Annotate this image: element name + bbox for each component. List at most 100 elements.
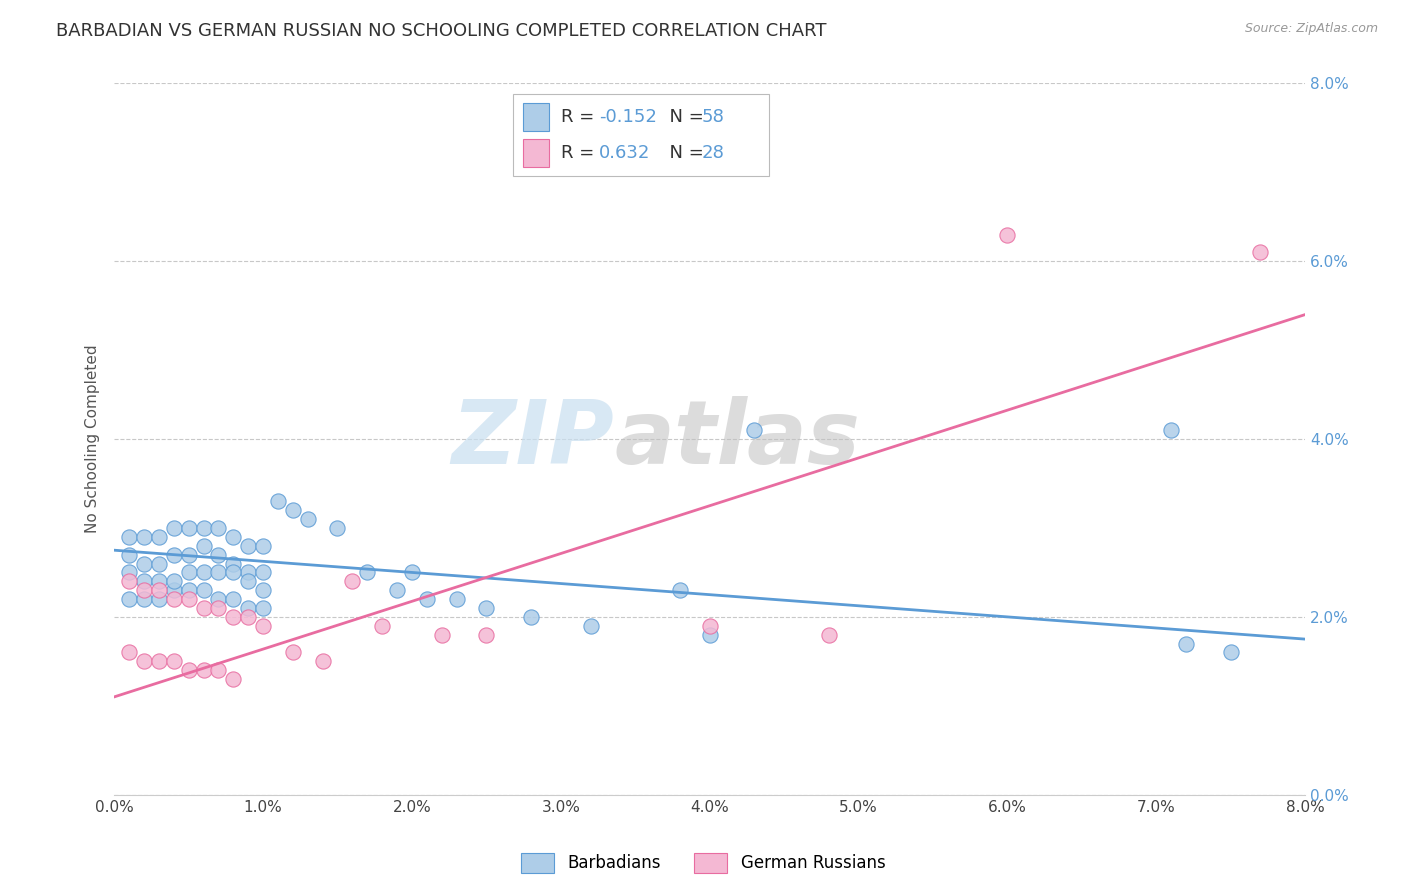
Point (177, 521, 200, 535)
Point (207, 592, 229, 607)
Point (222, 530, 245, 544)
Point (118, 574, 141, 589)
Point (207, 663, 229, 677)
Point (163, 654, 186, 668)
Point (817, 628, 839, 642)
Point (342, 574, 364, 589)
Point (1160, 423, 1182, 437)
Text: -0.152: -0.152 (599, 108, 657, 126)
Point (356, 566, 378, 580)
Point (148, 583, 170, 598)
Point (177, 583, 200, 598)
Point (148, 654, 170, 668)
Point (118, 548, 141, 562)
Text: BARBADIAN VS GERMAN RUSSIAN NO SCHOOLING COMPLETED CORRELATION CHART: BARBADIAN VS GERMAN RUSSIAN NO SCHOOLING… (56, 22, 827, 40)
Point (252, 583, 274, 598)
Point (238, 574, 260, 589)
Text: ZIP: ZIP (451, 395, 614, 483)
Point (148, 530, 170, 544)
Point (699, 619, 721, 633)
Point (118, 566, 141, 580)
Point (177, 548, 200, 562)
Point (222, 592, 245, 607)
Text: N =: N = (658, 144, 710, 162)
Text: Source: ZipAtlas.com: Source: ZipAtlas.com (1244, 22, 1378, 36)
Point (148, 557, 170, 571)
Point (193, 601, 215, 615)
Point (163, 592, 186, 607)
Point (132, 592, 155, 607)
Point (193, 663, 215, 677)
Legend: Barbadians, German Russians: Barbadians, German Russians (513, 847, 893, 880)
Point (163, 574, 186, 589)
Point (177, 566, 200, 580)
Point (579, 619, 602, 633)
Point (193, 521, 215, 535)
Text: 58: 58 (702, 108, 724, 126)
Point (118, 530, 141, 544)
Point (311, 654, 333, 668)
Point (207, 548, 229, 562)
Point (475, 601, 498, 615)
Point (995, 227, 1018, 242)
Point (475, 628, 498, 642)
Point (222, 610, 245, 624)
Point (132, 530, 155, 544)
Point (207, 566, 229, 580)
Point (132, 557, 155, 571)
Point (207, 521, 229, 535)
Point (252, 601, 274, 615)
Point (1219, 645, 1241, 659)
Point (446, 592, 468, 607)
Point (222, 557, 245, 571)
Point (669, 583, 692, 598)
Point (252, 619, 274, 633)
Point (163, 548, 186, 562)
Point (222, 566, 245, 580)
Point (132, 574, 155, 589)
Point (193, 539, 215, 553)
Point (118, 645, 141, 659)
Point (238, 601, 260, 615)
Point (281, 645, 304, 659)
Text: R =: R = (561, 108, 600, 126)
Point (430, 628, 453, 642)
Point (148, 574, 170, 589)
Point (520, 610, 543, 624)
Point (297, 512, 319, 526)
Text: N =: N = (658, 108, 710, 126)
Text: 28: 28 (702, 144, 724, 162)
Point (193, 566, 215, 580)
Point (401, 566, 423, 580)
Point (742, 423, 765, 437)
Point (281, 503, 304, 517)
Point (132, 583, 155, 598)
Point (132, 654, 155, 668)
Point (207, 601, 229, 615)
Y-axis label: No Schooling Completed: No Schooling Completed (86, 344, 100, 533)
Point (385, 583, 408, 598)
Point (177, 592, 200, 607)
Point (416, 592, 439, 607)
Point (1249, 245, 1271, 260)
FancyBboxPatch shape (523, 103, 548, 130)
FancyBboxPatch shape (513, 95, 769, 176)
FancyBboxPatch shape (523, 139, 548, 167)
Point (371, 619, 394, 633)
Point (163, 583, 186, 598)
Point (699, 628, 721, 642)
Point (238, 539, 260, 553)
Point (118, 592, 141, 607)
Point (252, 539, 274, 553)
Point (238, 566, 260, 580)
Text: 0.632: 0.632 (599, 144, 650, 162)
Point (252, 566, 274, 580)
Point (148, 592, 170, 607)
Point (1175, 636, 1198, 650)
Point (326, 521, 349, 535)
Point (238, 610, 260, 624)
Point (222, 672, 245, 686)
Point (163, 521, 186, 535)
Point (177, 663, 200, 677)
Text: R =: R = (561, 144, 606, 162)
